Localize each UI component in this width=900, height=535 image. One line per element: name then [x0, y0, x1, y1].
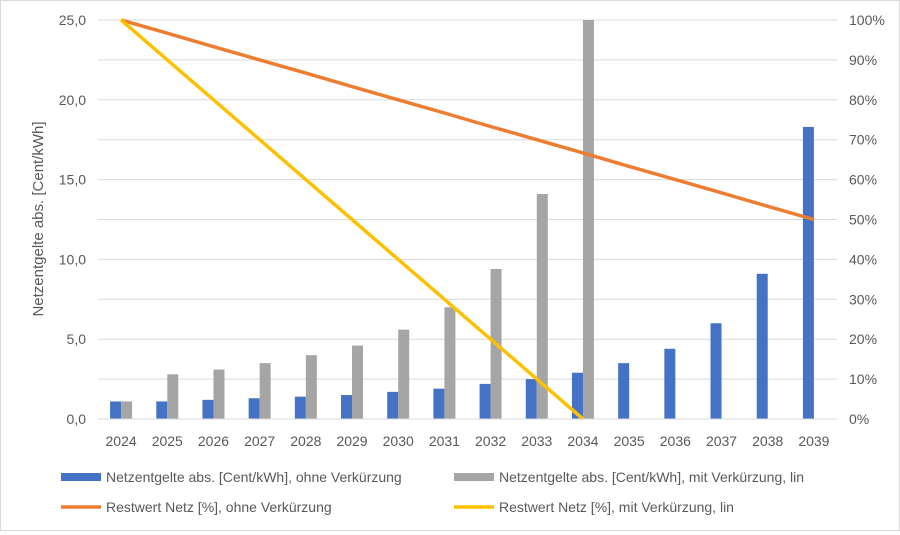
bar-mit-verkuerzung — [398, 329, 410, 419]
bar-ohne-verkuerzung — [571, 372, 583, 419]
legend: Netzentgelte abs. [Cent/kWh], ohne Verkü… — [61, 469, 804, 515]
bar-ohne-verkuerzung — [802, 126, 814, 419]
x-tick-label: 2035 — [614, 433, 645, 449]
bar-ohne-verkuerzung — [156, 401, 168, 419]
x-tick-label: 2024 — [106, 433, 137, 449]
bar-mit-verkuerzung — [582, 20, 594, 419]
x-tick-label: 2037 — [706, 433, 737, 449]
y-tick-label: 15,0 — [59, 172, 86, 188]
legend-label: Restwert Netz [%], mit Verkürzung, lin — [499, 499, 734, 515]
y2-tick-label: 90% — [849, 52, 877, 68]
legend-label: Netzentgelte abs. [Cent/kWh], ohne Verkü… — [106, 469, 402, 485]
bar-ohne-verkuerzung — [341, 395, 353, 419]
y2-tick-label: 50% — [849, 212, 877, 228]
legend-label: Restwert Netz [%], ohne Verkürzung — [106, 499, 332, 515]
bar-ohne-verkuerzung — [294, 396, 306, 419]
bar-mit-verkuerzung — [167, 374, 179, 419]
x-tick-label: 2036 — [660, 433, 691, 449]
gridlines — [98, 19, 837, 420]
line-restwert-ohne-verkuerzung — [120, 18, 815, 222]
bar-mit-verkuerzung — [121, 401, 133, 419]
bar-ohne-verkuerzung — [756, 273, 768, 419]
y-tick-label: 10,0 — [59, 251, 86, 267]
bar-ohne-verkuerzung — [202, 399, 214, 419]
y2-tick-label: 10% — [849, 371, 877, 387]
bar-mit-verkuerzung — [213, 369, 225, 419]
y-tick-label: 25,0 — [59, 12, 86, 28]
axes: 0,0 5,0 10,0 15,0 20,0 25,0 0% 10% 20% 30% 40% 50% 6… — [59, 12, 885, 449]
x-tick-label: 2029 — [336, 433, 367, 449]
bar-mit-verkuerzung — [305, 355, 317, 419]
x-tick-label: 2025 — [152, 433, 183, 449]
line-restwert-mit-verkuerzung — [119, 18, 585, 421]
y-tick-label: 20,0 — [59, 92, 86, 108]
y2-tick-label: 30% — [849, 291, 877, 307]
bar-ohne-verkuerzung — [664, 348, 676, 419]
bars — [110, 20, 814, 419]
bar-mit-verkuerzung — [352, 345, 364, 419]
y2-tick-label: 70% — [849, 132, 877, 148]
y-tick-label: 0,0 — [67, 411, 87, 427]
bar-ohne-verkuerzung — [710, 323, 722, 419]
lines — [119, 18, 815, 421]
bar-ohne-verkuerzung — [387, 391, 399, 419]
bar-ohne-verkuerzung — [433, 388, 445, 419]
bar-ohne-verkuerzung — [479, 383, 491, 419]
bar-ohne-verkuerzung — [525, 379, 537, 419]
x-tick-label: 2034 — [567, 433, 598, 449]
y-axis-label: Netzentgelte abs. [Cent/kWh] — [30, 121, 47, 316]
y2-tick-label: 0% — [849, 411, 869, 427]
y2-tick-label: 80% — [849, 92, 877, 108]
bar-mit-verkuerzung — [444, 307, 456, 419]
x-tick-label: 2026 — [198, 433, 229, 449]
bar-ohne-verkuerzung — [110, 401, 122, 419]
x-tick-label: 2030 — [383, 433, 414, 449]
legend-swatch — [61, 473, 101, 481]
y-tick-label: 5,0 — [67, 331, 87, 347]
bar-ohne-verkuerzung — [248, 398, 260, 419]
bar-ohne-verkuerzung — [618, 363, 630, 419]
y2-tick-label: 60% — [849, 172, 877, 188]
legend-swatch — [454, 473, 494, 481]
x-tick-label: 2028 — [290, 433, 321, 449]
x-tick-label: 2032 — [475, 433, 506, 449]
bar-mit-verkuerzung — [536, 193, 548, 419]
x-tick-label: 2033 — [521, 433, 552, 449]
x-tick-label: 2038 — [752, 433, 783, 449]
y2-tick-label: 20% — [849, 331, 877, 347]
y2-tick-label: 100% — [849, 12, 885, 28]
x-tick-label: 2027 — [244, 433, 275, 449]
legend-label: Netzentgelte abs. [Cent/kWh], mit Verkür… — [499, 469, 804, 485]
y2-tick-label: 40% — [849, 251, 877, 267]
x-tick-label: 2031 — [429, 433, 460, 449]
x-tick-label: 2039 — [798, 433, 829, 449]
bar-mit-verkuerzung — [259, 363, 271, 419]
